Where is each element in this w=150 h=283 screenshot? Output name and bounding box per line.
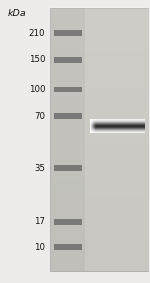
Bar <box>50 8 85 271</box>
Bar <box>54 30 82 36</box>
Bar <box>54 244 82 250</box>
Bar <box>54 57 82 63</box>
Bar <box>50 8 148 271</box>
Text: 100: 100 <box>29 85 45 94</box>
Text: 35: 35 <box>34 164 45 173</box>
Text: 70: 70 <box>34 112 45 121</box>
Text: kDa: kDa <box>7 9 26 18</box>
Text: 150: 150 <box>29 55 45 64</box>
Text: 17: 17 <box>34 217 45 226</box>
Text: 210: 210 <box>29 29 45 38</box>
Text: 10: 10 <box>34 243 45 252</box>
Bar <box>54 219 82 225</box>
Bar <box>54 87 82 92</box>
Bar <box>54 166 82 171</box>
Bar <box>54 113 82 119</box>
